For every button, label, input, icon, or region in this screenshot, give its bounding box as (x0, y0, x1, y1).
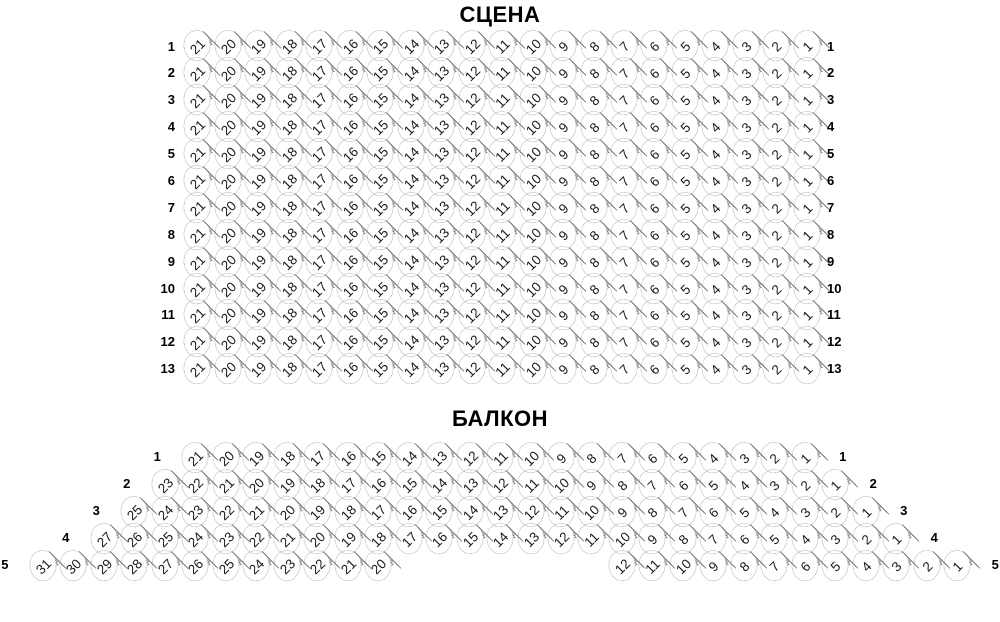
svg-text:1: 1 (950, 558, 966, 574)
svg-text:1: 1 (799, 362, 815, 378)
svg-text:20: 20 (368, 556, 389, 577)
